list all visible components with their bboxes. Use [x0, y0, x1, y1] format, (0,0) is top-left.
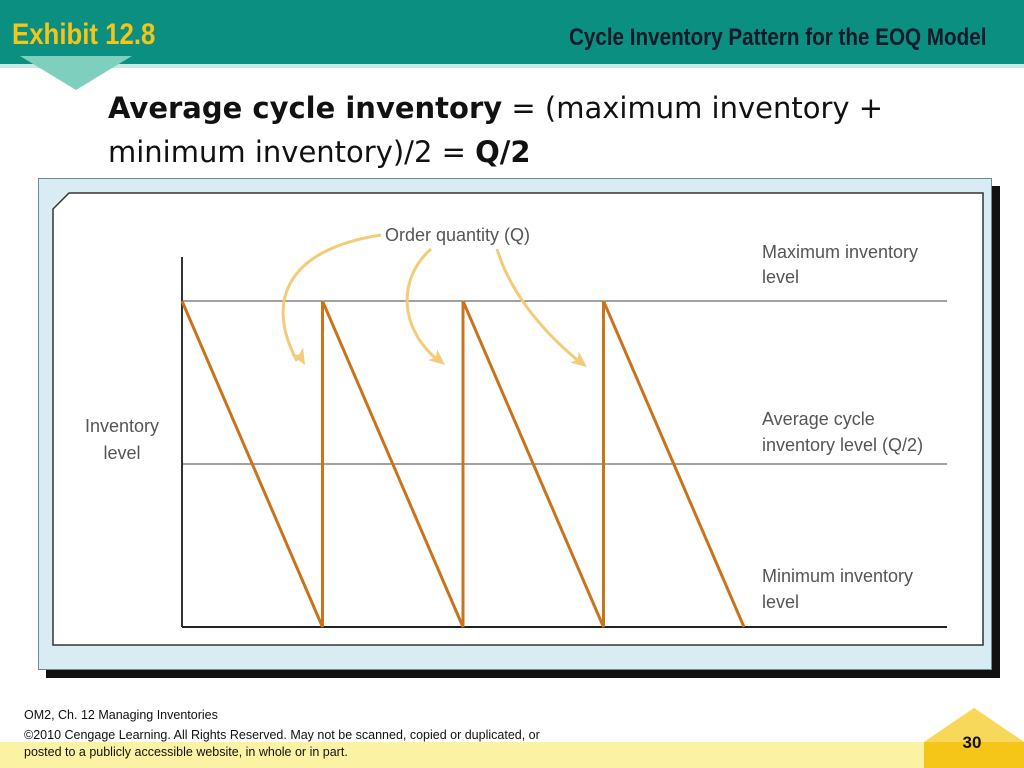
formula: Average cycle inventory = (maximum inven…: [108, 86, 988, 174]
header-stripe: [0, 64, 1024, 68]
max-label-line-2: level: [762, 267, 799, 287]
eoq-chart: Inventory level Maximum inventory level …: [52, 192, 984, 646]
y-axis-label-line-1: Inventory: [85, 416, 159, 436]
avg-label-line-2: inventory level (Q/2): [762, 435, 923, 455]
header-notch: [20, 56, 132, 90]
footer-band: [0, 742, 1024, 768]
slide-title: Cycle Inventory Pattern for the EOQ Mode…: [568, 24, 986, 51]
order-quantity-arrowhead-2: [428, 349, 445, 365]
order-quantity-arrowhead-3: [570, 351, 587, 367]
order-quantity-arrow-3: [495, 248, 582, 365]
avg-label-line-1: Average cycle: [762, 409, 875, 429]
header-band: [0, 0, 1024, 64]
formula-lhs: Average cycle inventory: [108, 91, 503, 125]
min-label-line-2: level: [762, 592, 799, 612]
page-corner-shape: [924, 708, 1024, 768]
order-quantity-label: Order quantity (Q): [385, 225, 530, 245]
footer-copyright-line-1: ©2010 Cengage Learning. All Rights Reser…: [24, 728, 540, 742]
annotation-arrows: [281, 233, 587, 367]
formula-middle: = (maximum inventory + minimum inventory…: [108, 91, 884, 169]
order-quantity-arrowhead-1: [290, 347, 305, 365]
inventory-sawtooth-line: [180, 300, 746, 628]
series-layer: [180, 300, 746, 628]
order-quantity-arrow-1: [281, 233, 382, 362]
chart-inner-panel: [52, 192, 984, 646]
figure-panel: Inventory level Maximum inventory level …: [38, 178, 992, 670]
exhibit-label: Exhibit 12.8: [12, 18, 156, 51]
max-label-line-1: Maximum inventory: [762, 242, 918, 262]
page-number: 30: [962, 733, 982, 752]
y-axis-label-line-2: level: [103, 443, 140, 463]
footer-copyright-line-2: posted to a publicly accessible website,…: [24, 745, 348, 759]
order-quantity-arrow-2: [405, 247, 440, 363]
formula-rhs: Q/2: [475, 135, 531, 169]
reference-lines: [182, 300, 947, 628]
footer-course: OM2, Ch. 12 Managing Inventories: [24, 708, 218, 722]
min-label-line-1: Minimum inventory: [762, 566, 913, 586]
